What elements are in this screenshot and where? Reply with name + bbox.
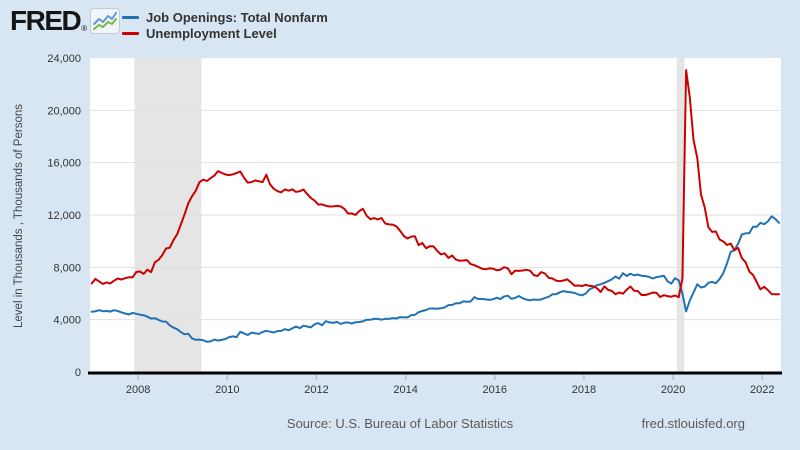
fred-logo-text: FRED — [10, 5, 82, 36]
y-tick-label: 8,000 — [53, 262, 81, 274]
y-tick-label: 0 — [75, 367, 81, 379]
legend-item-job-openings: Job Openings: Total Nonfarm — [122, 9, 328, 25]
legend-line-swatch-blue — [122, 15, 139, 19]
x-tick-label: 2010 — [215, 384, 239, 396]
fred-logo-registered-mark: ® — [81, 24, 88, 33]
x-tick-label: 2012 — [304, 384, 328, 396]
x-tick-label: 2022 — [750, 384, 774, 396]
y-axis-title: Level in Thousands , Thousands of Person… — [13, 104, 25, 328]
chart-legend: Job Openings: Total Nonfarm Unemployment… — [122, 9, 328, 41]
x-tick-label: 2020 — [661, 384, 685, 396]
x-tick-label: 2014 — [393, 384, 417, 396]
x-tick-label: 2008 — [126, 384, 150, 396]
legend-label: Job Openings: Total Nonfarm — [146, 9, 328, 25]
legend-label: Unemployment Level — [146, 25, 277, 41]
legend-line-swatch-red — [122, 31, 139, 35]
series-line-unemployment — [90, 69, 780, 299]
fred-site-link[interactable]: fred.stlouisfed.org — [641, 416, 745, 431]
x-axis-line — [88, 371, 782, 375]
y-tick-label: 24,000 — [47, 53, 81, 65]
legend-item-unemployment: Unemployment Level — [122, 25, 328, 41]
source-note: Source: U.S. Bureau of Labor Statistics — [286, 416, 514, 431]
y-tick-label: 16,000 — [47, 158, 81, 170]
fred-logo[interactable]: FRED ® — [10, 5, 121, 36]
y-tick-label: 12,000 — [47, 210, 81, 222]
y-tick-label: 4,000 — [53, 315, 81, 327]
x-tick-label: 2018 — [572, 384, 596, 396]
y-tick-label: 20,000 — [47, 105, 81, 117]
fred-sparkline-icon — [90, 8, 121, 34]
series-line-job-openings — [90, 215, 780, 343]
chart-canvas: Level in Thousands , Thousands of Person… — [13, 53, 782, 396]
x-tick-label: 2016 — [483, 384, 507, 396]
